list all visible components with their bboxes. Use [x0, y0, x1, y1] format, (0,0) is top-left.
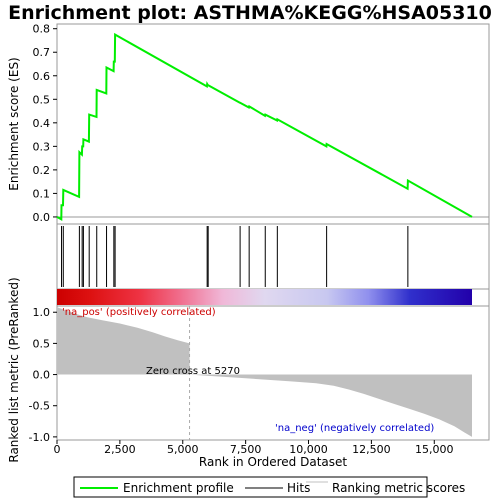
- metric-tick-label: 0.5: [33, 337, 51, 350]
- x-axis-label: Rank in Ordered Dataset: [199, 455, 347, 469]
- x-tick-label: 0: [54, 443, 61, 456]
- es-panel: 0.0 0.1 0.2 0.3 0.4 0.5 0.6 0.7 0.8 Enrichment s…: [7, 23, 490, 225]
- es-tick-label: 0.6: [33, 70, 51, 83]
- neg-annotation: 'na_neg' (negatively correlated): [275, 423, 434, 434]
- es-panel-frame: [56, 23, 490, 225]
- es-tick-label: 0.4: [33, 117, 51, 130]
- chart-title: Enrichment plot: ASTHMA%KEGG%HSA05310: [8, 2, 492, 24]
- hits-panel: [56, 223, 490, 290]
- es-tick-label: 0.8: [33, 23, 51, 36]
- x-tick-label: 5,000: [167, 443, 199, 456]
- rank-color-bar: [56, 288, 490, 307]
- metric-tick-label: 0.0: [33, 369, 51, 382]
- metric-panel: 1.0 0.5 0.0 -0.5 -1.0 'na_pos' (positively c…: [7, 277, 490, 463]
- ranking-metric-area: [57, 307, 472, 437]
- legend-label-enrichment: Enrichment profile: [123, 481, 234, 495]
- rank-color-gradient: [57, 289, 472, 305]
- x-tick-label: 7,500: [230, 443, 262, 456]
- legend-label-metric: Ranking metric scores: [332, 481, 465, 495]
- legend-label-hits: Hits: [287, 481, 310, 495]
- x-tick-label: 10,000: [289, 443, 328, 456]
- legend: Enrichment profile Hits Ranking metric s…: [73, 476, 465, 498]
- metric-tick-label: 1.0: [33, 306, 51, 319]
- x-tick-label: 15,000: [415, 443, 454, 456]
- es-tick-label: 0.5: [33, 93, 51, 106]
- hits-panel-frame: [56, 223, 490, 290]
- metric-axis: 1.0 0.5 0.0 -0.5 -1.0: [29, 306, 57, 444]
- es-tick-label: 0.0: [33, 211, 51, 224]
- x-tick-label: 12,500: [352, 443, 391, 456]
- es-tick-label: 0.1: [33, 187, 51, 200]
- legend-frame: [73, 476, 428, 498]
- es-tick-label: 0.3: [33, 140, 51, 153]
- metric-tick-label: -1.0: [29, 431, 50, 444]
- metric-tick-label: -0.5: [29, 400, 50, 413]
- x-axis: 0 2,500 5,000 7,500 10,000 12,500 15,000: [54, 440, 454, 456]
- hit-marks: [61, 226, 409, 287]
- metric-axis-label: Ranked list metric (PreRanked): [7, 277, 21, 462]
- es-tick-label: 0.7: [33, 46, 51, 59]
- es-tick-label: 0.2: [33, 164, 51, 177]
- zero-cross-annotation: Zero cross at 5270: [146, 366, 240, 377]
- x-tick-label: 2,500: [104, 443, 136, 456]
- es-axis: 0.0 0.1 0.2 0.3 0.4 0.5 0.6 0.7 0.8: [33, 23, 57, 224]
- pos-annotation: 'na_pos' (positively correlated): [62, 307, 216, 318]
- es-axis-label: Enrichment score (ES): [7, 57, 21, 190]
- enrichment-profile-line: [56, 32, 473, 221]
